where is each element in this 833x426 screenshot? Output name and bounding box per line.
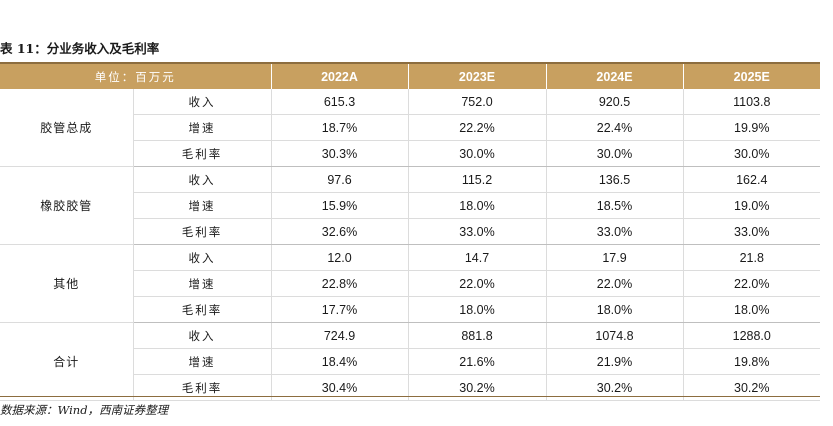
value-cell: 724.9 xyxy=(270,322,408,349)
value-cell: 30.0% xyxy=(545,140,683,167)
table-row: 增速 18.7% 22.2% 22.4% 19.9% xyxy=(0,114,820,141)
value-cell: 18.0% xyxy=(407,192,546,219)
segment-name: 其他 xyxy=(0,244,133,323)
value-cell: 162.4 xyxy=(682,166,820,193)
metric-label: 增速 xyxy=(132,270,271,297)
value-cell: 19.9% xyxy=(682,114,820,141)
value-cell: 22.0% xyxy=(682,270,820,297)
value-cell: 1288.0 xyxy=(682,322,820,349)
table-title: 表 11：分业务收入及毛利率 xyxy=(0,40,159,58)
value-cell: 18.5% xyxy=(545,192,683,219)
segment-revenue-table: 单位：百万元 2022A 2023E 2024E 2025E 胶管总成 收入 6… xyxy=(0,64,820,401)
value-cell: 18.7% xyxy=(270,114,408,141)
value-cell: 19.0% xyxy=(682,192,820,219)
value-cell: 14.7 xyxy=(407,244,546,271)
year-header: 2023E xyxy=(408,64,547,89)
value-cell: 115.2 xyxy=(407,166,546,193)
table-row: 胶管总成 收入 615.3 752.0 920.5 1103.8 xyxy=(0,89,820,167)
value-cell: 21.6% xyxy=(407,348,546,375)
table-row: 增速 22.8% 22.0% 22.0% 22.0% xyxy=(0,270,820,297)
value-cell: 12.0 xyxy=(270,244,408,271)
value-cell: 22.0% xyxy=(545,270,683,297)
value-cell: 17.9 xyxy=(545,244,683,271)
year-header: 2024E xyxy=(546,64,684,89)
segment-name: 胶管总成 xyxy=(0,89,133,167)
bottom-rule xyxy=(0,396,820,397)
value-cell: 18.0% xyxy=(545,296,683,323)
value-cell: 881.8 xyxy=(407,322,546,349)
year-header: 2022A xyxy=(271,64,409,89)
value-cell: 21.8 xyxy=(682,244,820,271)
table-row: 增速 18.4% 21.6% 21.9% 19.8% xyxy=(0,348,820,375)
metric-label: 增速 xyxy=(132,348,271,375)
header-rule xyxy=(0,62,820,64)
metric-label: 毛利率 xyxy=(132,218,271,245)
value-cell: 15.9% xyxy=(270,192,408,219)
metric-label: 毛利率 xyxy=(132,296,271,323)
value-cell: 752.0 xyxy=(407,89,546,115)
value-cell: 22.8% xyxy=(270,270,408,297)
value-cell: 30.0% xyxy=(682,140,820,167)
value-cell: 97.6 xyxy=(270,166,408,193)
value-cell: 920.5 xyxy=(545,89,683,115)
value-cell: 1074.8 xyxy=(545,322,683,349)
value-cell: 18.4% xyxy=(270,348,408,375)
value-cell: 30.0% xyxy=(407,140,546,167)
table-caption: 分业务收入及毛利率 xyxy=(46,41,160,56)
metric-label: 收入 xyxy=(132,166,271,193)
table-row: 毛利率 17.7% 18.0% 18.0% 18.0% xyxy=(0,296,820,323)
metric-label: 收入 xyxy=(132,244,271,271)
value-cell: 18.0% xyxy=(682,296,820,323)
segment-name: 合计 xyxy=(0,322,133,401)
value-cell: 136.5 xyxy=(545,166,683,193)
value-cell: 33.0% xyxy=(545,218,683,245)
value-cell: 18.0% xyxy=(407,296,546,323)
table-row: 合计 收入 724.9 881.8 1074.8 1288.0 xyxy=(0,322,820,401)
table-number: 表 11： xyxy=(0,41,47,56)
table-row: 其他 收入 12.0 14.7 17.9 21.8 xyxy=(0,244,820,323)
metric-label: 毛利率 xyxy=(132,140,271,167)
source-note: 数据来源：Wind，西南证券整理 xyxy=(0,403,169,417)
metric-label: 增速 xyxy=(132,192,271,219)
table-row: 毛利率 32.6% 33.0% 33.0% 33.0% xyxy=(0,218,820,245)
value-cell: 22.2% xyxy=(407,114,546,141)
table-row: 增速 15.9% 18.0% 18.5% 19.0% xyxy=(0,192,820,219)
metric-label: 收入 xyxy=(132,322,271,349)
header-row: 单位：百万元 2022A 2023E 2024E 2025E xyxy=(0,64,820,89)
value-cell: 1103.8 xyxy=(682,89,820,115)
value-cell: 33.0% xyxy=(682,218,820,245)
table-row: 毛利率 30.3% 30.0% 30.0% 30.0% xyxy=(0,140,820,167)
segment-name: 橡胶胶管 xyxy=(0,166,133,245)
value-cell: 22.4% xyxy=(545,114,683,141)
year-header: 2025E xyxy=(683,64,820,89)
value-cell: 615.3 xyxy=(270,89,408,115)
table-row: 橡胶胶管 收入 97.6 115.2 136.5 162.4 xyxy=(0,166,820,245)
value-cell: 19.8% xyxy=(682,348,820,375)
value-cell: 22.0% xyxy=(407,270,546,297)
value-cell: 32.6% xyxy=(270,218,408,245)
unit-header: 单位：百万元 xyxy=(0,64,272,89)
value-cell: 21.9% xyxy=(545,348,683,375)
metric-label: 增速 xyxy=(132,114,271,141)
metric-label: 收入 xyxy=(132,89,271,115)
value-cell: 30.3% xyxy=(270,140,408,167)
value-cell: 33.0% xyxy=(407,218,546,245)
value-cell: 17.7% xyxy=(270,296,408,323)
